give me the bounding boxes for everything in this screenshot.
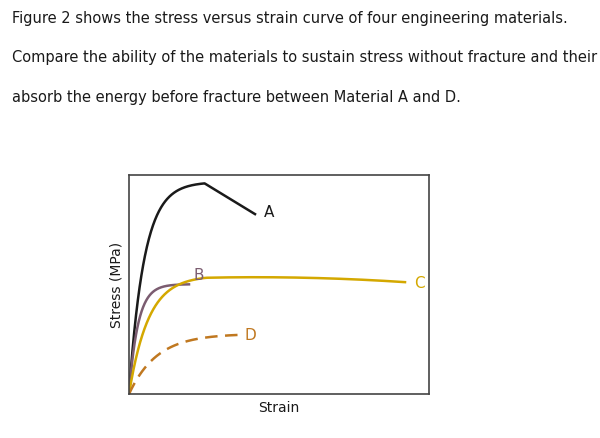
Text: B: B — [193, 268, 204, 283]
Y-axis label: Stress (MPa): Stress (MPa) — [109, 242, 124, 328]
Text: D: D — [245, 328, 256, 343]
Text: absorb the energy before fracture between Material A and D.: absorb the energy before fracture betwee… — [12, 90, 461, 105]
Text: C: C — [414, 275, 425, 290]
Text: A: A — [264, 205, 274, 220]
Text: Figure 2 shows the stress versus strain curve of four engineering materials.: Figure 2 shows the stress versus strain … — [12, 11, 568, 26]
Text: Compare the ability of the materials to sustain stress without fracture and thei: Compare the ability of the materials to … — [12, 50, 600, 65]
X-axis label: Strain: Strain — [259, 400, 299, 414]
